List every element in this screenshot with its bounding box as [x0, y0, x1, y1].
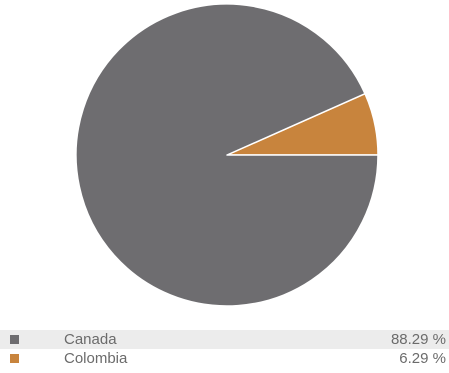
legend-value-colombia: 6.29 % [399, 350, 446, 367]
legend-item-canada: Canada 88.29 % [0, 330, 449, 349]
legend-swatch-canada [10, 335, 19, 344]
legend-label-canada: Canada [64, 331, 117, 348]
legend: Canada 88.29 % Colombia 6.29 % [0, 330, 449, 368]
legend-item-colombia: Colombia 6.29 % [0, 349, 449, 368]
legend-swatch-colombia [10, 354, 19, 363]
legend-label-colombia: Colombia [64, 350, 128, 367]
pie-chart [75, 3, 379, 307]
legend-value-canada: 88.29 % [390, 331, 446, 348]
pie-slice-canada [75, 3, 379, 307]
